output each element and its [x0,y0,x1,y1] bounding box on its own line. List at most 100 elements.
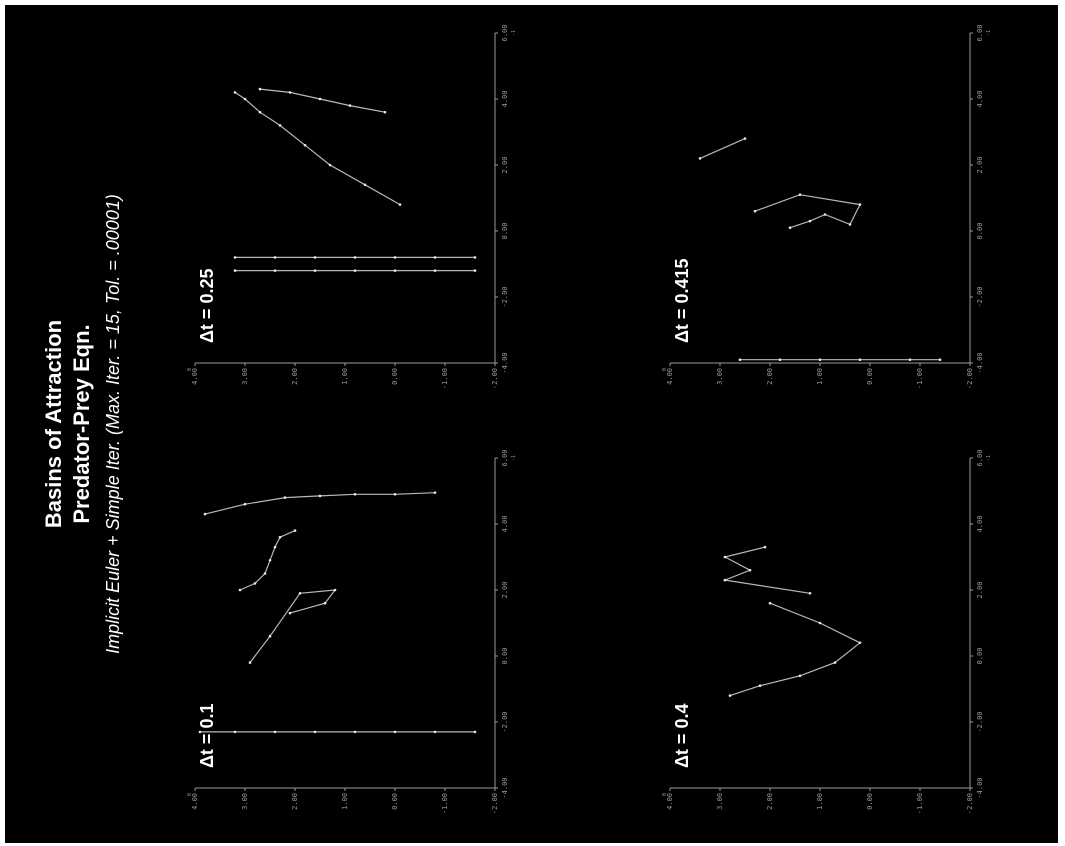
x-tick-label: 6.00 [501,450,509,467]
x-exponent: -1 [511,30,517,36]
data-point [473,269,477,272]
data-point [723,578,727,582]
data-point [858,641,862,645]
title-line-3: Implicit Euler + Simple Iter. (Max. Iter… [103,194,123,654]
data-point [278,535,282,539]
y-tick-label: -2.00 [966,368,974,389]
y-tick-label: 1.00 [341,368,349,385]
y-tick-label: -1.00 [916,793,924,814]
y-tick-label: -2.00 [491,368,499,389]
series-line [754,194,861,229]
data-point [698,157,702,160]
series-line [729,602,862,697]
y-tick-label: 1.00 [816,793,824,810]
data-point [383,110,387,114]
data-point [823,213,827,216]
x-tick-label: 0.00 [976,648,984,665]
panel-dt-0-4: -2.00-1.000.001.002.003.004.00-4.00-2.00… [662,450,992,815]
x-tick-label: -4.00 [501,777,509,798]
data-point [248,661,252,664]
data-point [393,269,397,272]
data-point [273,545,277,549]
data-point [353,256,357,259]
data-point [738,358,742,361]
data-point [473,730,477,734]
y-tick-label: 3.00 [716,368,724,385]
x-tick-label: 2.00 [501,582,509,599]
data-point [743,137,747,140]
x-exponent: -1 [986,455,992,461]
x-tick-label: 4.00 [501,516,509,533]
x-tick-label: 6.00 [976,450,984,467]
data-point [768,601,772,605]
data-point [748,568,752,572]
x-tick-label: -2.00 [501,286,509,307]
panel-dt-0-25: -2.00-1.000.001.002.003.004.00-4.00-2.00… [187,25,517,390]
data-point [233,256,237,259]
data-point [253,582,257,585]
x-tick-label: -4.00 [501,352,509,373]
y-tick-label: 4.00 [191,368,199,385]
panel-label: Δt = 0.4 [672,704,692,768]
y-tick-label: 2.00 [766,368,774,385]
panel-label: Δt = 0.415 [672,259,692,344]
series-line [249,589,337,663]
data-point [833,661,837,664]
y-tick-label: 4.00 [666,368,674,385]
panel-dt-0-1: -2.00-1.000.001.002.003.004.00-4.00-2.00… [187,450,517,815]
data-point [268,558,272,562]
y-tick-label: -1.00 [441,793,449,814]
x-tick-label: -4.00 [976,352,984,373]
y-exponent: 0 [662,368,668,371]
x-tick-label: 0.00 [501,223,509,240]
y-tick-label: 3.00 [716,793,724,810]
data-point [798,674,802,678]
data-point [268,634,272,638]
data-point [353,492,357,496]
data-point [908,358,912,361]
y-tick-label: 3.00 [241,368,249,385]
series-line [699,138,746,159]
x-tick-label: 6.00 [976,25,984,42]
x-exponent: -1 [511,455,517,461]
x-exponent: -1 [986,30,992,36]
panel-label: Δt = 0.25 [197,269,217,343]
y-tick-label: 0.00 [391,793,399,810]
data-point [313,730,317,734]
x-tick-label: 0.00 [976,223,984,240]
x-tick-label: 6.00 [501,25,509,42]
y-tick-label: -2.00 [491,793,499,814]
data-point [238,588,242,592]
data-point [283,496,287,499]
y-tick-label: 4.00 [191,793,199,810]
data-point [258,87,262,91]
x-tick-label: 2.00 [976,157,984,174]
data-point [393,492,397,496]
x-tick-label: 2.00 [976,582,984,599]
data-point [278,124,282,127]
series-line [722,546,811,594]
data-point [433,256,437,259]
y-tick-label: -2.00 [966,793,974,814]
data-point [298,592,302,595]
y-tick-label: 4.00 [666,793,674,810]
x-tick-label: -2.00 [976,286,984,307]
data-point [938,358,942,361]
y-exponent: 0 [187,793,193,796]
data-point [203,512,207,516]
y-tick-label: 0.00 [391,368,399,385]
series-line [259,88,386,113]
data-point [273,256,277,259]
y-tick-label: 3.00 [241,793,249,810]
series-line [239,530,296,591]
x-tick-label: 2.00 [501,157,509,174]
data-point [728,694,732,697]
data-point [848,223,852,226]
data-point [303,143,307,147]
y-tick-label: 0.00 [866,368,874,385]
y-exponent: 0 [187,368,193,371]
x-tick-label: 0.00 [501,648,509,665]
data-point [808,592,812,595]
y-tick-label: -1.00 [916,368,924,389]
x-tick-label: -2.00 [976,711,984,732]
